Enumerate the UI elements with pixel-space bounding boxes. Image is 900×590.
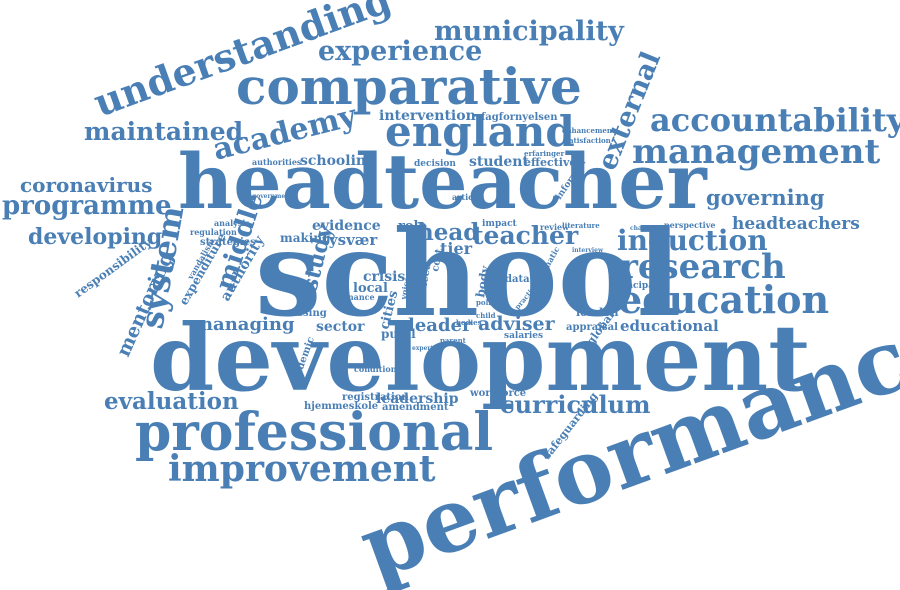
word-satisfaction: satisfaction xyxy=(565,136,611,145)
word-child: child xyxy=(476,311,496,320)
word-management: management xyxy=(632,132,880,172)
word-municipality: municipality xyxy=(434,16,625,47)
word-induction: induction xyxy=(617,224,768,257)
word-headteacher: headteacher xyxy=(178,137,708,226)
word-leadership: leadership xyxy=(376,391,459,407)
word-teacher: teacher xyxy=(472,221,579,250)
word-regulation: regulation xyxy=(190,227,237,237)
word-voice: voice xyxy=(398,276,412,301)
word-enhancement: enhancement xyxy=(562,126,616,135)
word-erfaringer: erfaringer xyxy=(524,149,564,158)
word-salaries: salaries xyxy=(504,331,543,341)
word-curriculum: curriculum xyxy=(500,390,651,419)
word-review: review xyxy=(540,222,570,232)
word-authorities: authorities xyxy=(252,157,302,167)
word-professional: professional xyxy=(135,402,493,463)
word-england: england xyxy=(385,107,575,156)
word-finance: finance xyxy=(342,292,375,302)
word-developing: developing xyxy=(28,224,162,250)
word-effective: effective xyxy=(524,156,576,169)
word-need: need xyxy=(418,262,434,290)
word-evaluation: evaluation xyxy=(104,388,239,415)
word-sector: sector xyxy=(316,319,365,335)
word-government: government xyxy=(252,193,293,200)
word-interview: interview xyxy=(572,247,604,254)
word-evidence: evidence xyxy=(312,218,381,234)
word-education: education xyxy=(618,277,829,322)
word-literature: literature xyxy=(562,221,600,230)
word-fagfornyelsen: fagfornyelsen xyxy=(481,112,558,123)
word-workforce: workforce xyxy=(469,388,526,399)
word-article: article xyxy=(452,192,481,202)
word-leader: leader xyxy=(408,315,472,336)
word-bodies: bodies xyxy=(456,318,482,327)
word-principal: principal xyxy=(612,281,658,291)
word-amendment: amendment xyxy=(382,402,449,413)
word-adviser: adviser xyxy=(478,313,556,335)
word-expertise: expertise xyxy=(412,345,443,352)
word-policy: policy xyxy=(476,298,500,307)
word-analysis: analysis xyxy=(214,218,250,228)
word-condition: condition xyxy=(354,364,397,374)
word-experience: experience xyxy=(318,36,482,67)
word-maintained: maintained xyxy=(84,117,243,146)
word-local: local xyxy=(353,281,388,296)
word-headteachers: headteachers xyxy=(732,214,860,234)
word-data: data xyxy=(505,274,530,285)
word-hjemmeskole: hjemmeskole xyxy=(304,401,378,412)
word-parent: parent xyxy=(440,336,467,345)
word-coronavirus: coronavirus xyxy=(20,173,152,197)
word-head: head xyxy=(417,219,479,246)
word-cost: cost xyxy=(430,248,445,273)
word-accountability: accountability xyxy=(650,101,900,139)
word-challenging: challenging xyxy=(630,225,670,232)
word-registration: registration xyxy=(342,392,410,403)
word-managing: managing xyxy=(194,314,295,335)
word-strategies: strategies xyxy=(200,237,256,248)
word-making: making xyxy=(280,231,331,245)
word-schooling: schooling xyxy=(300,153,376,169)
word-improvement: improvement xyxy=(168,448,436,490)
word-tier: tier xyxy=(440,239,473,258)
word-crisis: crisis xyxy=(363,269,405,285)
word-role: role xyxy=(398,219,427,234)
word-programme: programme xyxy=(2,191,172,221)
word-missing: missing xyxy=(283,308,327,319)
word-london: london xyxy=(576,306,619,319)
word-pupil: pupil xyxy=(381,327,416,341)
word-research: research xyxy=(620,247,786,287)
word-decision: decision xyxy=(414,159,456,169)
word-comparative: comparative xyxy=(236,57,582,116)
word-perspective: perspective xyxy=(664,220,715,230)
word-development: development xyxy=(150,304,811,412)
word-educational: educational xyxy=(620,317,719,335)
word-tysvaer: tysvær xyxy=(322,231,378,249)
word-school: school xyxy=(255,204,681,343)
word-student: student xyxy=(469,154,529,170)
word-impact: impact xyxy=(482,219,518,229)
word-appraisal: appraisal xyxy=(566,322,618,333)
word-body: body xyxy=(473,264,492,299)
word-intervention: intervention xyxy=(379,108,476,124)
word-governing: governing xyxy=(706,185,825,210)
